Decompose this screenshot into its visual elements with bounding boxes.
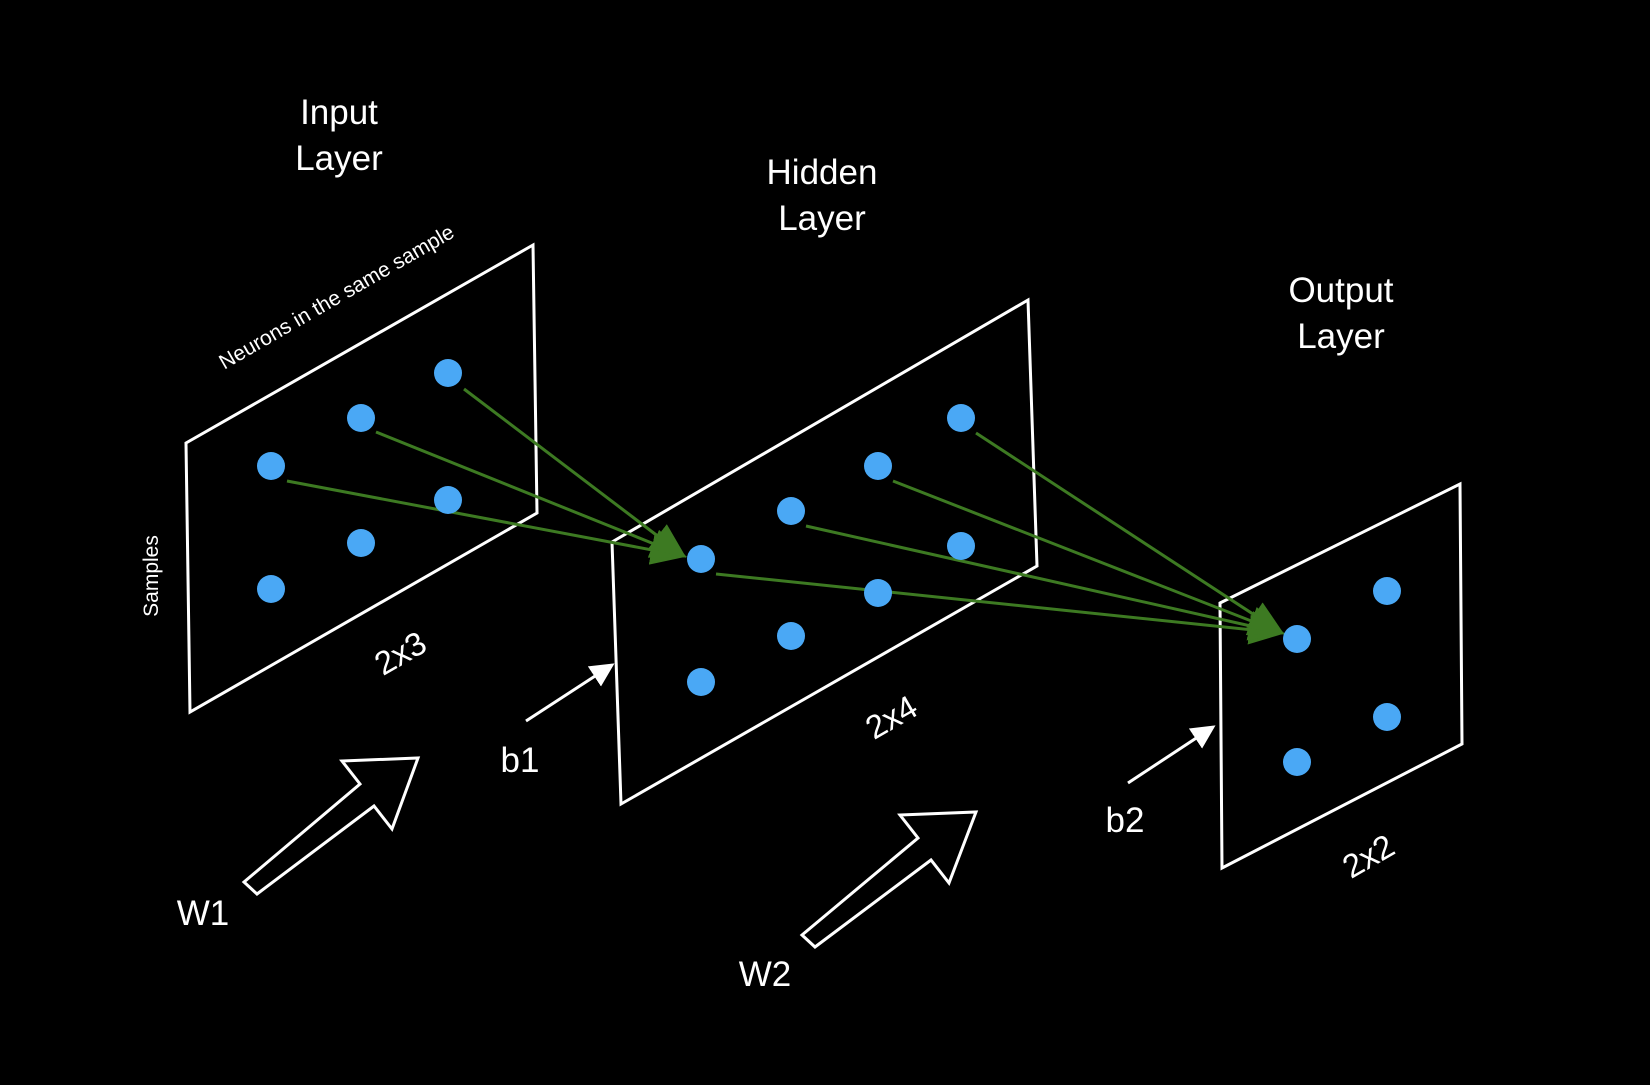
connection-arrow	[805, 524, 1285, 641]
b1-arrow	[525, 663, 615, 723]
output-layer-neurons	[1283, 577, 1401, 776]
b2-arrow	[1127, 725, 1216, 785]
neuron	[434, 359, 462, 387]
w2-label: W2	[739, 955, 792, 994]
connection-arrow	[375, 430, 687, 558]
input-columns-axis-label: Neurons in the same sample	[215, 221, 458, 375]
neuron	[434, 486, 462, 514]
w1-arrow	[241, 756, 421, 896]
w2-arrow	[799, 810, 979, 949]
hidden-layer-title-line2: Layer	[778, 199, 866, 238]
input-layer-title-line2: Layer	[295, 139, 383, 178]
input-layer-neurons	[257, 359, 462, 603]
input-shape-label: 2x3	[368, 624, 433, 683]
neuron	[257, 575, 285, 603]
output-layer-title-line2: Layer	[1297, 317, 1385, 356]
neuron	[1283, 748, 1311, 776]
neuron	[687, 545, 715, 573]
neuron	[777, 622, 805, 650]
neuron	[777, 497, 805, 525]
input-rows-axis-label: Samples	[140, 535, 163, 617]
neuron	[347, 529, 375, 557]
neuron	[947, 404, 975, 432]
neuron	[687, 668, 715, 696]
output-layer-plane	[1218, 481, 1464, 871]
neuron	[1373, 577, 1401, 605]
neuron	[1373, 703, 1401, 731]
neuron	[864, 579, 892, 607]
hidden-layer-plane	[610, 297, 1039, 807]
hidden-shape-label: 2x4	[859, 688, 924, 747]
input-layer-title-line1: Input	[300, 93, 378, 132]
output-shape-label: 2x2	[1336, 827, 1401, 886]
neuron	[864, 452, 892, 480]
connection-arrow	[975, 431, 1285, 635]
neuron	[347, 404, 375, 432]
w1-label: W1	[177, 894, 230, 933]
hidden-layer-neurons	[687, 404, 975, 696]
neuron	[947, 532, 975, 560]
connection-arrow	[892, 479, 1285, 635]
connection-arrow	[715, 572, 1285, 645]
neuron	[257, 452, 285, 480]
b1-label: b1	[501, 741, 540, 780]
output-layer-title-line1: Output	[1288, 271, 1393, 310]
connection-arrow	[286, 479, 687, 565]
connection-arrow	[463, 387, 687, 558]
hidden-layer-title-line1: Hidden	[767, 153, 878, 192]
b2-label: b2	[1106, 801, 1145, 840]
neuron	[1283, 625, 1311, 653]
input-layer-plane	[184, 242, 539, 715]
